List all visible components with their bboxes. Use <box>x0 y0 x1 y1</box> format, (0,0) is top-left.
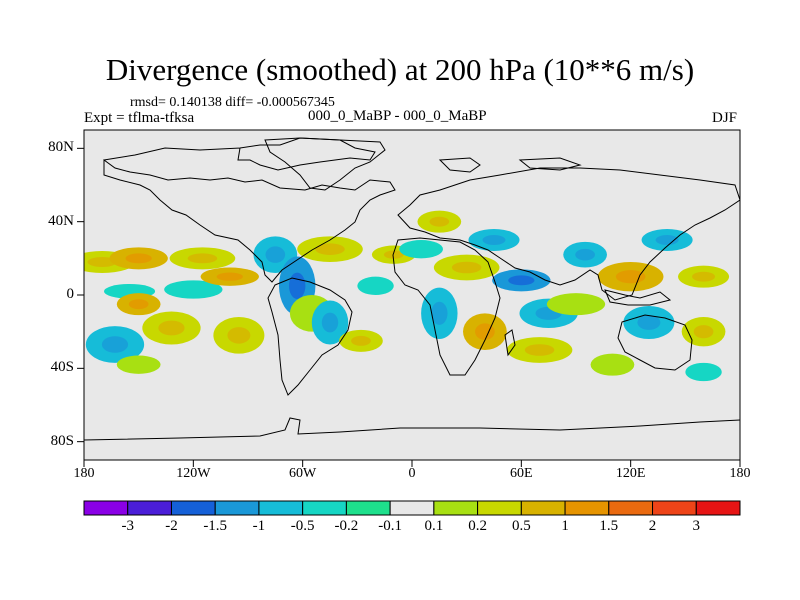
case-id-label: 000_0_MaBP - 000_0_MaBP <box>308 108 487 124</box>
field-blob-core <box>655 235 679 245</box>
x-tick-label: 120E <box>615 466 646 481</box>
field-blob-core <box>692 271 716 282</box>
y-tick-label: 40N <box>48 212 74 229</box>
field-blob <box>399 240 443 259</box>
field-blob-core <box>351 335 371 346</box>
field-blob-core <box>508 275 535 286</box>
coast-south-america <box>267 277 353 396</box>
experiment-label: Expt = tflma-tfksa <box>84 110 195 126</box>
colorbar-swatch <box>608 500 654 516</box>
field-blob <box>685 362 722 382</box>
colorbar-label: -1 <box>252 518 266 534</box>
coast-greenland <box>264 137 386 191</box>
coastlines <box>84 137 740 441</box>
colorbar-swatch <box>83 500 129 516</box>
coast-madagascar <box>504 329 516 357</box>
field-blob <box>357 276 394 296</box>
colorbar-swatch <box>214 500 260 516</box>
colorbar-swatch <box>652 500 697 516</box>
colorbar <box>83 500 741 516</box>
field-blob-core <box>87 257 117 267</box>
field-blob-core <box>482 235 506 245</box>
y-tick-label: 80N <box>48 139 74 156</box>
x-tick-label: 180 <box>73 466 95 481</box>
field-blob-core <box>125 253 152 264</box>
field-blob <box>164 280 223 299</box>
colorbar-swatch <box>564 500 610 516</box>
field-blob-core <box>128 299 149 310</box>
field-blob <box>590 353 635 376</box>
field-blob-core <box>265 246 286 263</box>
y-tick-label: 0 <box>66 286 75 302</box>
field-blob-core <box>451 261 482 274</box>
field-blob-core <box>158 320 185 336</box>
field-blob-core <box>216 272 243 281</box>
field-blob-core <box>637 315 661 330</box>
x-tick-label: 60E <box>510 466 533 481</box>
colorbar-label: -1.5 <box>203 518 228 534</box>
field-blob <box>116 355 161 374</box>
colorbar-swatch <box>389 500 435 516</box>
colorbar-swatch <box>170 500 216 516</box>
colorbar-label: -3 <box>121 518 134 534</box>
field-blob-core <box>475 323 495 340</box>
field-blob-core <box>187 253 218 264</box>
colorbar-label: -0.5 <box>290 518 315 534</box>
colorbar-swatch <box>695 500 741 516</box>
field-blob-core <box>289 272 306 300</box>
coast-arctic-islands <box>438 157 582 173</box>
field-blob-core <box>101 336 129 353</box>
colorbar-label: -0.2 <box>334 518 359 534</box>
colorbar-swatch <box>127 500 172 516</box>
colorbar-label: 0.1 <box>424 518 444 534</box>
coast-antarctica <box>84 417 740 441</box>
field-blob-core <box>693 325 714 339</box>
x-tick-label: 60W <box>289 466 317 481</box>
y-tick-label: 80S <box>50 432 74 449</box>
colorbar-label: 3 <box>692 518 701 534</box>
field-blob-core <box>227 327 251 344</box>
coast-africa <box>392 237 501 376</box>
season-label: DJF <box>712 110 738 126</box>
coast-indonesia <box>604 289 672 306</box>
colorbar-label: 0.2 <box>468 518 487 534</box>
coast-australia <box>617 314 693 371</box>
x-tick-label: 0 <box>408 466 416 481</box>
plot-title: Divergence (smoothed) at 200 hPa (10**6 … <box>105 52 695 87</box>
colorbar-label: 1 <box>561 518 569 534</box>
field-blob-core <box>383 250 404 259</box>
colorbar-swatch <box>477 500 522 516</box>
field-blob-core <box>321 312 339 333</box>
colorbar-swatch <box>345 500 391 516</box>
field-blob-core <box>431 301 448 325</box>
field-blob-core <box>524 344 555 356</box>
colorbar-label: 2 <box>648 518 657 534</box>
coast-eurasia <box>397 167 740 301</box>
axis-ticks <box>77 147 741 467</box>
field-blob-core <box>429 216 450 227</box>
colorbar-swatch <box>302 500 347 516</box>
divergence-field <box>84 210 730 382</box>
field-blob-core <box>615 270 646 284</box>
x-tick-label: 180 <box>729 466 751 481</box>
field-blob <box>546 293 606 316</box>
colorbar-swatch <box>520 500 566 516</box>
colorbar-swatch <box>433 500 479 516</box>
colorbar-label: 0.5 <box>511 518 531 534</box>
stats-text: rmsd= 0.140138 diff= -0.000567345 <box>130 95 335 110</box>
x-tick-label: 120W <box>176 466 211 481</box>
colorbar-label: -0.1 <box>378 518 402 534</box>
colorbar-label: -2 <box>165 518 178 534</box>
y-tick-label: 40S <box>50 359 74 376</box>
colorbar-swatch <box>258 500 304 516</box>
colorbar-label: 1.5 <box>599 518 619 534</box>
field-blob-core <box>315 243 345 255</box>
field-blob-core <box>575 248 595 261</box>
